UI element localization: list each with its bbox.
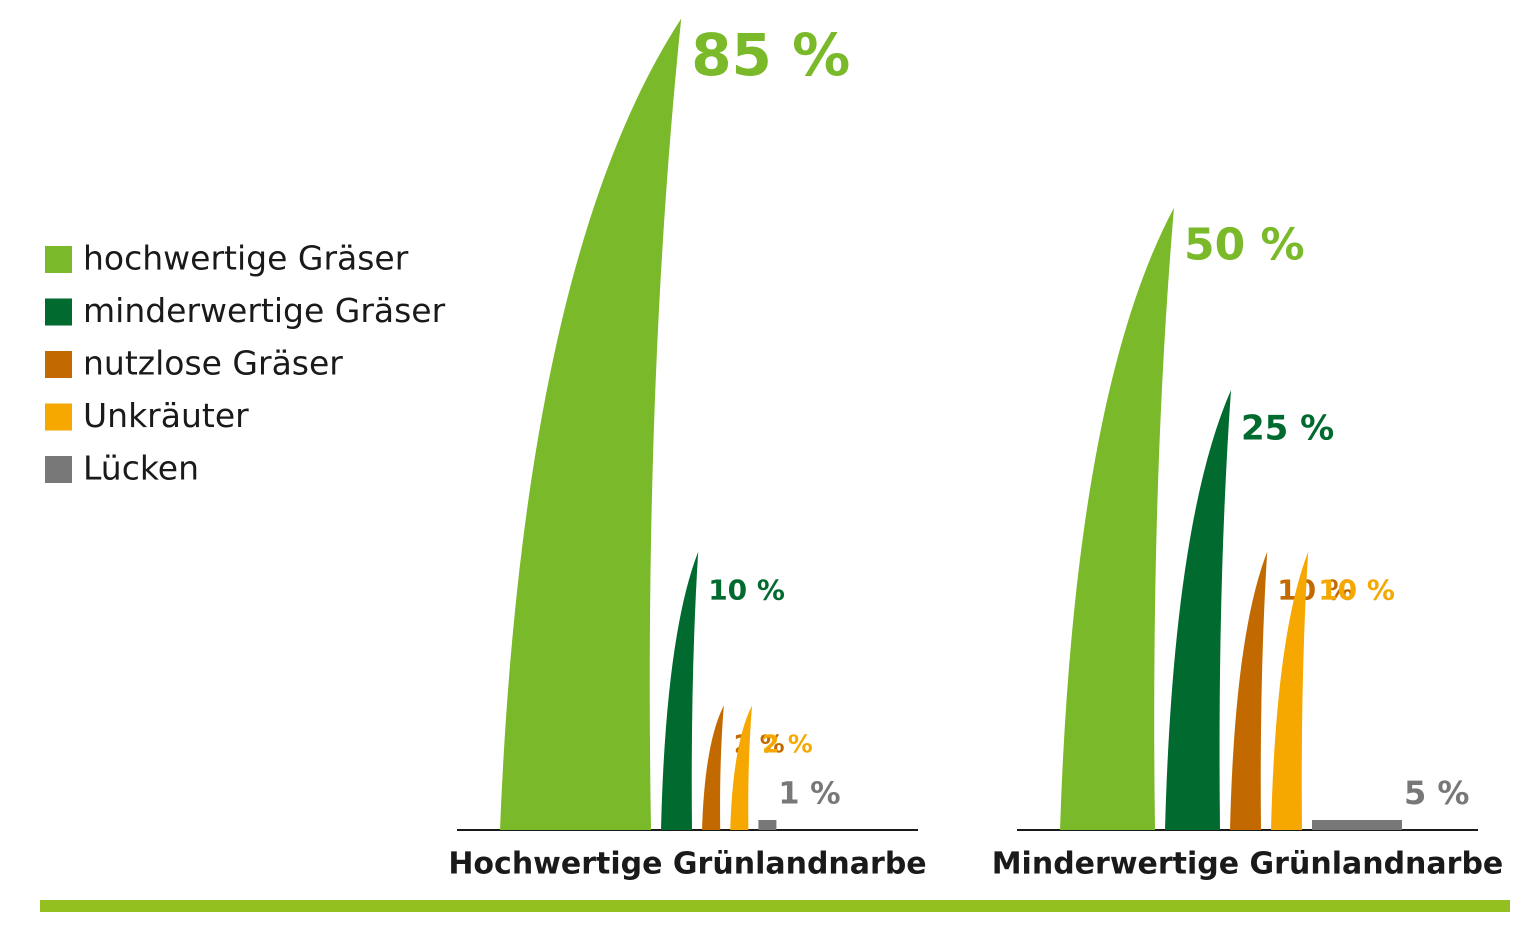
- legend-label: Lücken: [83, 449, 199, 488]
- grass-blade: [1271, 551, 1309, 830]
- bottom-rule: [40, 900, 1510, 912]
- grass-blade: [730, 705, 753, 830]
- legend-swatch: [45, 456, 72, 483]
- value-label: 50 %: [1184, 220, 1305, 271]
- gap-bar: [1312, 820, 1402, 830]
- legend-swatch: [45, 298, 72, 326]
- group-label: Minderwertige Grünlandnarbe: [992, 847, 1504, 882]
- legend-label: hochwertige Gräser: [83, 239, 409, 278]
- legend-swatch: [45, 403, 72, 431]
- value-label: 10 %: [1318, 574, 1395, 607]
- grass-blade: [1060, 207, 1174, 830]
- value-label: 1 %: [778, 777, 840, 812]
- grass-blade: [1165, 390, 1231, 830]
- value-label: 5 %: [1404, 774, 1469, 812]
- legend-label: nutzlose Gräser: [83, 344, 343, 383]
- value-label: 25 %: [1241, 409, 1334, 449]
- grass-blade: [500, 18, 682, 830]
- legend-label: minderwertige Gräser: [83, 291, 446, 330]
- value-label: 85 %: [691, 21, 850, 89]
- legend-swatch: [45, 246, 72, 273]
- value-label: 10 %: [708, 574, 785, 607]
- legend-label: Unkräuter: [83, 396, 249, 435]
- group-label: Hochwertige Grünlandnarbe: [448, 847, 926, 882]
- value-label: 2 %: [762, 730, 813, 759]
- grass-blade: [702, 705, 724, 830]
- legend-swatch: [45, 351, 72, 378]
- grass-blade: [661, 551, 699, 830]
- grass-blade: [1230, 551, 1268, 830]
- value-label: 10 %: [1277, 574, 1354, 607]
- gap-bar: [758, 820, 777, 830]
